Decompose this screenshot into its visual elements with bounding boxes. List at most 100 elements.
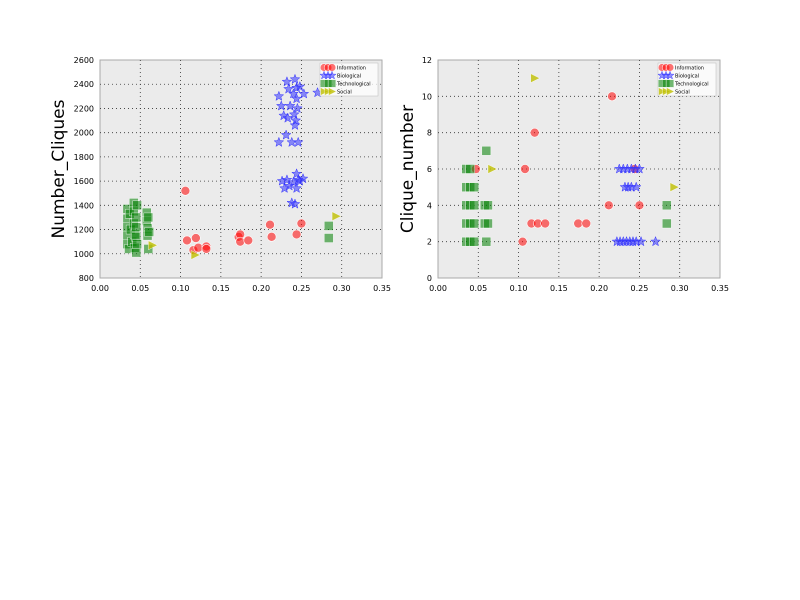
data-point-technological [465,164,475,174]
data-point-information [180,186,191,196]
data-point-biological [275,100,287,111]
y-tick-label: 8 [427,129,432,138]
data-point-technological [662,200,672,211]
data-point-social [148,240,158,251]
y-tick-label: 1800 [74,153,94,162]
x-tick-label: 0.25 [293,284,311,293]
data-point-information [529,127,540,138]
data-point-biological [273,136,285,147]
x-tick-label: 0.15 [212,284,230,293]
y-tick-label: 0 [427,274,432,283]
series-social [487,73,680,192]
data-point-technological [131,222,141,232]
data-point-technological [662,218,672,229]
legend-marker-social [328,87,337,96]
legend: Information Biological Technological Social [657,62,717,97]
data-point-biological [294,80,306,92]
data-point-biological [635,235,647,247]
legend-marker-information [327,63,337,72]
y-tick-label: 10 [422,92,432,101]
legend-marker-social [320,87,329,96]
data-point-information [540,218,550,229]
data-point-technological [483,200,493,211]
data-point-biological [291,168,303,179]
y-tick-label: 2400 [74,80,94,89]
legend-label: Biological [675,73,699,79]
y-tick-label: 12 [422,56,432,65]
data-point-social [190,250,201,260]
data-point-biological [289,73,301,84]
data-point-technological [143,212,154,223]
data-point-biological [281,76,293,87]
legend-label: Biological [337,73,361,79]
data-point-biological [290,114,302,126]
legend-marker-social [658,87,667,96]
x-tick-label: 0.15 [550,284,568,293]
legend-marker-technological [328,79,336,88]
data-point-technological [469,200,479,211]
x-tick-label: 0.05 [131,284,149,293]
data-point-biological [292,136,304,147]
legend-label: Technological [674,81,709,87]
legend-marker-social [324,87,333,96]
x-tick-label: 0.20 [252,284,270,293]
data-point-technological [324,233,334,243]
data-point-technological [481,236,492,247]
y-tick-label: 2600 [74,56,94,65]
data-point-biological [289,198,301,209]
legend-marker-biological [665,70,675,80]
data-point-technological [144,227,154,237]
data-point-technological [481,146,492,156]
legend-marker-social [662,87,671,96]
y-tick-label: 1000 [74,250,94,259]
data-point-technological [324,221,334,231]
data-point-biological [298,88,310,99]
data-point-biological [633,163,645,174]
data-point-biological [281,174,293,185]
data-point-biological [291,93,303,104]
legend-marker-biological [327,70,337,80]
data-point-social [487,164,498,174]
series-information [471,91,645,247]
legend-label: Information [675,65,704,71]
data-point-technological [131,212,141,223]
data-point-information [581,218,592,229]
data-point-technological [131,247,141,258]
data-point-information [182,235,192,246]
scatter-panel-1: 0.00 0.05 0.10 0.15 0.20 0.25 0.30 0.35 800 1000 1… [49,56,391,293]
legend-marker-technological [666,79,674,88]
data-point-information [291,229,302,240]
data-point-biological [282,112,294,123]
data-point-technological [132,239,142,249]
x-tick-label: 0.35 [711,284,729,293]
data-point-information [265,219,275,230]
series-biological [611,163,661,247]
data-point-technological [483,218,493,229]
y-tick-label: 2000 [74,129,94,138]
data-point-biological [280,129,292,140]
x-tick-label: 0.00 [91,284,109,293]
legend-marker-information [665,63,675,72]
data-point-technological [469,182,479,192]
series-social [148,211,342,260]
data-point-biological [283,83,294,94]
y-tick-label: 2 [427,238,432,247]
data-point-information [296,218,307,229]
data-point-biological [297,172,309,184]
data-point-biological [287,88,299,99]
y-tick-label: 1400 [74,201,94,210]
x-tick-label: 0.05 [469,284,487,293]
data-point-biological [291,182,303,193]
x-tick-label: 0.10 [510,284,528,293]
legend: Information Biological Technological Social [319,62,379,97]
y-tick-label: 800 [79,274,94,283]
y-tick-label: 1200 [74,226,94,235]
data-point-social [331,211,342,222]
series-technological [461,146,672,247]
data-point-information [607,91,617,102]
series-technological [122,198,334,258]
y-tick-label: 6 [427,165,432,174]
data-point-biological [630,181,642,192]
legend-marker-social [666,87,675,96]
